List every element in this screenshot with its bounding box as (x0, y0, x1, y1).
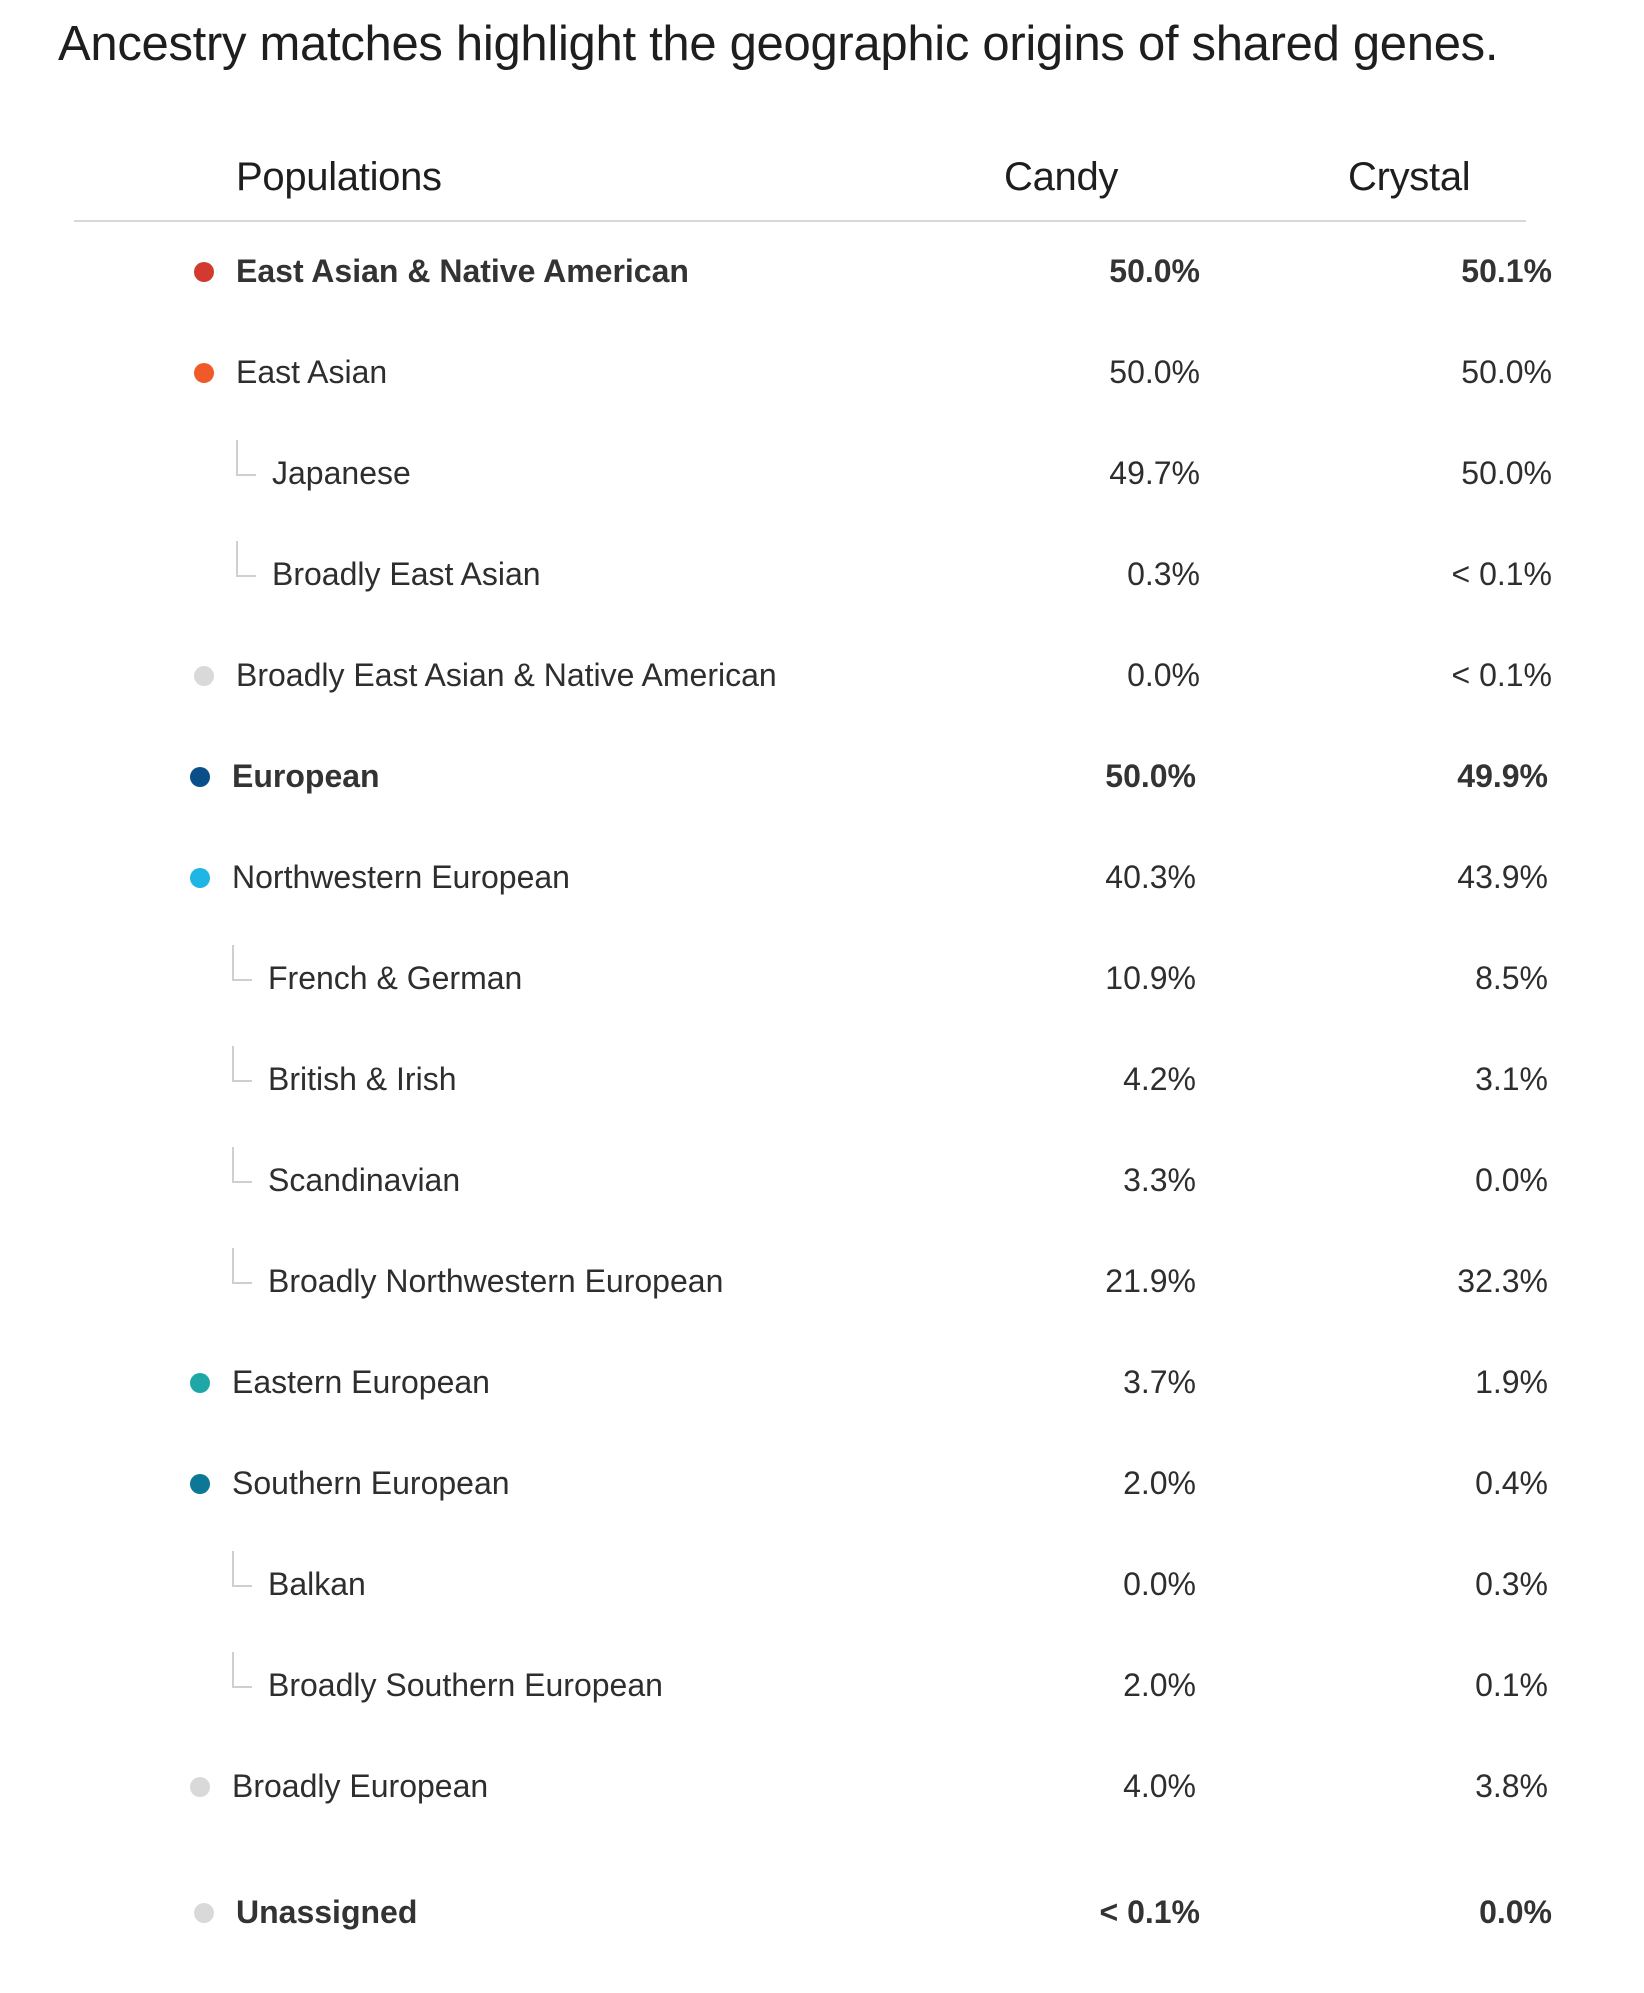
crystal-percentage: 0.4% (1475, 1465, 1548, 1501)
crystal-percentage: 0.1% (1475, 1667, 1548, 1703)
table-row: Broadly East Asian & Native American 0.0%… (74, 626, 1552, 727)
candy-percentage: 4.2% (1123, 1061, 1196, 1097)
subpopulation-connector-icon (232, 1147, 252, 1183)
candy-percentage: 10.9% (1105, 960, 1196, 996)
population-name: East Asian & Native American (236, 253, 689, 289)
table-row: Japanese 49.7% 50.0% (74, 424, 1552, 525)
population-name: Unassigned (236, 1894, 418, 1930)
ancestry-comparison-table: Populations Candy Crystal East Asian & N… (74, 138, 1552, 1993)
candy-percentage: 4.0% (1123, 1768, 1196, 1804)
table-row: Unassigned < 0.1% 0.0% (74, 1863, 1552, 1993)
population-name: Southern European (232, 1465, 510, 1501)
table-row: Broadly European 4.0% 3.8% (74, 1737, 1548, 1863)
population-name: Broadly East Asian & Native American (236, 657, 777, 693)
population-name: East Asian (236, 354, 388, 390)
candy-percentage: < 0.1% (1099, 1894, 1200, 1930)
crystal-percentage: 43.9% (1457, 859, 1548, 895)
population-name: French & German (268, 960, 523, 996)
crystal-percentage: 3.1% (1475, 1061, 1548, 1097)
candy-percentage: 49.7% (1109, 455, 1200, 491)
population-color-dot-icon (190, 868, 210, 888)
candy-percentage: 50.0% (1109, 253, 1200, 289)
population-name: British & Irish (268, 1061, 457, 1097)
subpopulation-connector-icon (232, 1551, 252, 1587)
table-row: Northwestern European 40.3% 43.9% (74, 828, 1548, 929)
table-row: East Asian 50.0% 50.0% (74, 323, 1552, 424)
table-row: Eastern European 3.7% 1.9% (74, 1333, 1548, 1434)
table-row: French & German 10.9% 8.5% (74, 929, 1548, 1030)
subpopulation-connector-icon (236, 440, 256, 476)
population-color-dot-icon (190, 1373, 210, 1393)
crystal-percentage: 0.3% (1475, 1566, 1548, 1602)
crystal-percentage: 0.0% (1479, 1894, 1552, 1930)
population-name: European (232, 758, 380, 794)
candy-percentage: 21.9% (1105, 1263, 1196, 1299)
subpopulation-connector-icon (232, 1046, 252, 1082)
crystal-percentage: < 0.1% (1451, 657, 1552, 693)
population-name: Broadly Southern European (268, 1667, 663, 1703)
population-name: Eastern European (232, 1364, 490, 1400)
table-row: Broadly East Asian 0.3% < 0.1% (74, 525, 1552, 626)
candy-percentage: 3.7% (1123, 1364, 1196, 1400)
table-row: European 50.0% 49.9% (74, 727, 1548, 828)
table-row: British & Irish 4.2% 3.1% (74, 1030, 1548, 1131)
table-row: Southern European 2.0% 0.4% (74, 1434, 1548, 1535)
crystal-percentage: 0.0% (1475, 1162, 1548, 1198)
crystal-percentage: < 0.1% (1451, 556, 1552, 592)
crystal-percentage: 50.0% (1461, 354, 1552, 390)
table-header: Populations Candy Crystal (74, 138, 1526, 222)
crystal-percentage: 8.5% (1475, 960, 1548, 996)
population-name: Broadly Northwestern European (268, 1263, 724, 1299)
candy-percentage: 3.3% (1123, 1162, 1196, 1198)
table-body: East Asian & Native American 50.0% 50.1% Ea… (74, 222, 1552, 1993)
subpopulation-connector-icon (232, 945, 252, 981)
subpopulation-connector-icon (236, 541, 256, 577)
candy-percentage: 0.3% (1127, 556, 1200, 592)
crystal-percentage: 50.0% (1461, 455, 1552, 491)
candy-percentage: 0.0% (1123, 1566, 1196, 1602)
population-name: Japanese (272, 455, 411, 491)
population-name: Balkan (268, 1566, 366, 1602)
table-row: Scandinavian 3.3% 0.0% (74, 1131, 1548, 1232)
population-name: Broadly European (232, 1768, 489, 1804)
candy-percentage: 50.0% (1109, 354, 1200, 390)
population-name: Northwestern European (232, 859, 570, 895)
candy-column-header: Candy (1004, 155, 1119, 199)
crystal-percentage: 50.1% (1461, 253, 1552, 289)
population-color-dot-icon (194, 363, 214, 383)
crystal-percentage: 3.8% (1475, 1768, 1548, 1804)
candy-percentage: 50.0% (1105, 758, 1196, 794)
population-color-dot-icon (190, 1474, 210, 1494)
candy-percentage: 2.0% (1123, 1465, 1196, 1501)
population-color-dot-icon (190, 1777, 210, 1797)
population-name: Broadly East Asian (272, 556, 541, 592)
populations-column-header: Populations (236, 155, 442, 199)
subpopulation-connector-icon (232, 1652, 252, 1688)
candy-percentage: 40.3% (1105, 859, 1196, 895)
population-color-dot-icon (194, 1903, 214, 1923)
population-color-dot-icon (190, 767, 210, 787)
crystal-percentage: 49.9% (1457, 758, 1548, 794)
population-name: Scandinavian (268, 1162, 461, 1198)
population-color-dot-icon (194, 262, 214, 282)
table-row: East Asian & Native American 50.0% 50.1% (74, 222, 1552, 323)
candy-percentage: 2.0% (1123, 1667, 1196, 1703)
crystal-percentage: 1.9% (1475, 1364, 1548, 1400)
page-headline: Ancestry matches highlight the geographi… (58, 17, 1499, 71)
candy-percentage: 0.0% (1127, 657, 1200, 693)
table-row: Broadly Northwestern European 21.9% 32.3% (74, 1232, 1548, 1333)
crystal-percentage: 32.3% (1457, 1263, 1548, 1299)
subpopulation-connector-icon (232, 1248, 252, 1284)
crystal-column-header: Crystal (1348, 155, 1471, 199)
table-row: Broadly Southern European 2.0% 0.1% (74, 1636, 1548, 1737)
table-row: Balkan 0.0% 0.3% (74, 1535, 1548, 1636)
population-color-dot-icon (194, 666, 214, 686)
